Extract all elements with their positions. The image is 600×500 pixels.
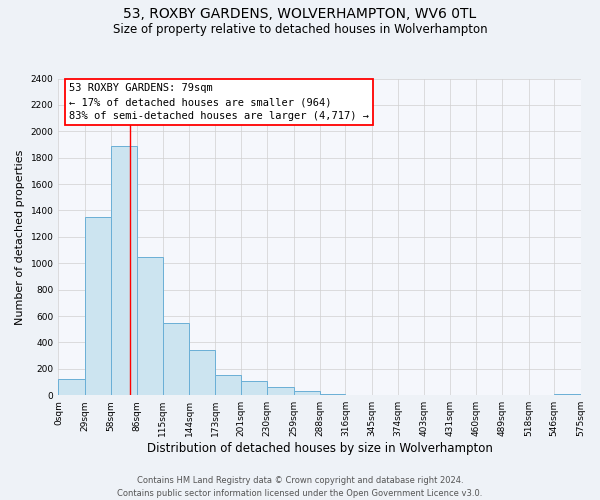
Y-axis label: Number of detached properties: Number of detached properties bbox=[15, 149, 25, 324]
Bar bbox=[241, 380, 267, 395]
Bar bbox=[293, 391, 320, 395]
Bar bbox=[215, 375, 241, 395]
Bar bbox=[267, 388, 293, 395]
Text: Contains HM Land Registry data © Crown copyright and database right 2024.
Contai: Contains HM Land Registry data © Crown c… bbox=[118, 476, 482, 498]
Text: 53, ROXBY GARDENS, WOLVERHAMPTON, WV6 0TL: 53, ROXBY GARDENS, WOLVERHAMPTON, WV6 0T… bbox=[124, 8, 476, 22]
Bar bbox=[554, 394, 581, 395]
Bar bbox=[111, 146, 137, 395]
Bar bbox=[320, 394, 346, 395]
Bar bbox=[163, 322, 189, 395]
Bar bbox=[189, 350, 215, 395]
X-axis label: Distribution of detached houses by size in Wolverhampton: Distribution of detached houses by size … bbox=[146, 442, 493, 455]
Text: Size of property relative to detached houses in Wolverhampton: Size of property relative to detached ho… bbox=[113, 22, 487, 36]
Bar bbox=[85, 217, 111, 395]
Text: 53 ROXBY GARDENS: 79sqm
← 17% of detached houses are smaller (964)
83% of semi-d: 53 ROXBY GARDENS: 79sqm ← 17% of detache… bbox=[69, 84, 369, 122]
Bar bbox=[137, 256, 163, 395]
Bar bbox=[346, 394, 371, 395]
Bar bbox=[58, 378, 85, 395]
